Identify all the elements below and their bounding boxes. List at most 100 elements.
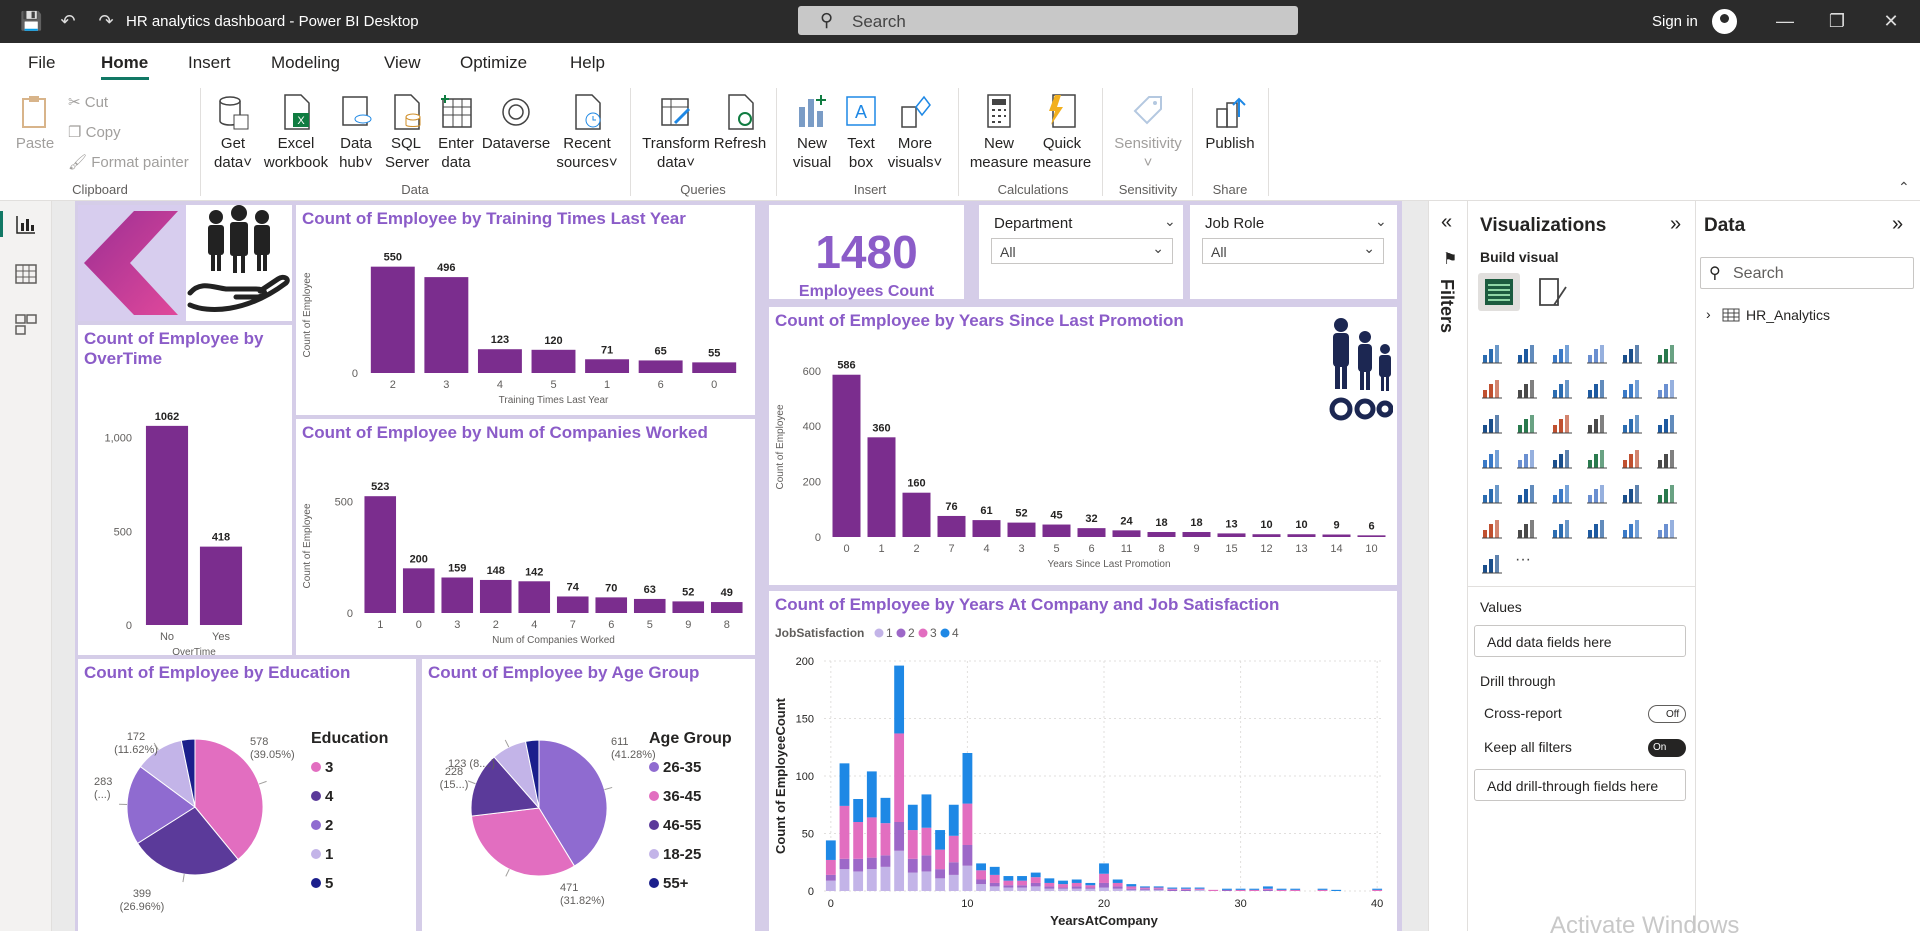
cross-report-toggle[interactable]: Off — [1648, 705, 1686, 723]
slicer-dropdown[interactable]: All ⌄ — [991, 238, 1173, 264]
data-table-item[interactable]: HR_Analytics — [1746, 307, 1830, 323]
chart-training-times[interactable]: Count of Employee by Training Times Last… — [296, 205, 755, 415]
back-button-tile[interactable] — [78, 205, 186, 321]
visual-type-icon[interactable] — [1620, 446, 1644, 470]
chart-years-since-promotion[interactable]: Count of Employee by Years Since Last Pr… — [769, 307, 1397, 585]
visual-type-icon[interactable] — [1585, 516, 1609, 540]
visual-type-icon[interactable] — [1655, 481, 1679, 505]
menu-home[interactable]: Home — [101, 53, 148, 73]
chevron-down-icon[interactable]: ⌄ — [1164, 213, 1176, 230]
visual-type-icon[interactable] — [1480, 411, 1504, 435]
visual-type-icon[interactable] — [1515, 376, 1539, 400]
visual-type-icon[interactable] — [1585, 411, 1609, 435]
dataverse-button[interactable]: Dataverse — [480, 93, 552, 153]
collapse-ribbon-icon[interactable]: ⌃ — [1898, 179, 1910, 196]
sensitivity-button[interactable]: Sensitivity˅ — [1110, 93, 1186, 172]
slicer-dropdown[interactable]: All ⌄ — [1202, 238, 1384, 264]
report-view-icon[interactable] — [14, 213, 38, 235]
visual-type-icon[interactable] — [1515, 516, 1539, 540]
visual-type-icon[interactable] — [1480, 551, 1504, 575]
avatar[interactable] — [1712, 9, 1737, 34]
collapse-data-icon[interactable]: » — [1892, 213, 1903, 236]
publish-button[interactable]: Publish — [1200, 93, 1260, 153]
visual-type-icon[interactable] — [1480, 376, 1504, 400]
visual-type-icon[interactable] — [1480, 446, 1504, 470]
filters-pane[interactable]: « ⚑ Filters — [1428, 201, 1468, 931]
format-visual-tab[interactable] — [1534, 275, 1570, 309]
menu-optimize[interactable]: Optimize — [460, 53, 527, 73]
menu-insert[interactable]: Insert — [188, 53, 231, 73]
table-view-icon[interactable] — [14, 263, 38, 285]
slicer-job-role[interactable]: Job Role ⌄ All ⌄ — [1190, 205, 1397, 299]
sign-in-link[interactable]: Sign in — [1652, 13, 1698, 30]
visual-type-icon[interactable] — [1480, 516, 1504, 540]
search-input[interactable]: ⚲ Search — [798, 6, 1298, 35]
visual-type-icon[interactable] — [1655, 411, 1679, 435]
chart-companies-worked[interactable]: Count of Employee by Num of Companies Wo… — [296, 419, 755, 655]
visual-type-icon[interactable] — [1550, 446, 1574, 470]
visual-type-icon[interactable] — [1515, 446, 1539, 470]
visual-type-icon[interactable] — [1585, 376, 1609, 400]
format-painter-button[interactable]: 🖌 Format painter — [68, 153, 189, 171]
visual-type-icon[interactable] — [1585, 446, 1609, 470]
visual-type-icon[interactable] — [1655, 446, 1679, 470]
visual-type-icon[interactable] — [1585, 341, 1609, 365]
visual-type-icon[interactable] — [1550, 341, 1574, 365]
kpi-card[interactable]: 1480 Employees Count — [769, 205, 964, 299]
menu-view[interactable]: View — [384, 53, 421, 73]
visual-type-icon[interactable] — [1480, 341, 1504, 365]
visual-type-icon[interactable] — [1550, 411, 1574, 435]
visual-type-icon[interactable] — [1620, 376, 1644, 400]
copy-button[interactable]: ❐ Copy — [68, 123, 121, 141]
visual-type-icon[interactable] — [1655, 516, 1679, 540]
expand-filters-icon[interactable]: « — [1441, 211, 1452, 234]
keep-filters-toggle[interactable]: On — [1648, 739, 1686, 757]
data-search-input[interactable]: ⚲ Search — [1700, 257, 1914, 289]
chevron-down-icon[interactable]: ⌄ — [1375, 213, 1387, 230]
undo-icon[interactable]: ↶ — [57, 9, 79, 33]
restore-icon[interactable]: ❐ — [1826, 9, 1848, 33]
expand-chevron-icon[interactable]: › — [1706, 306, 1711, 322]
save-icon[interactable]: 💾 — [20, 9, 42, 33]
cut-button[interactable]: ✂ Cut — [68, 93, 108, 111]
visual-type-icon[interactable] — [1620, 411, 1644, 435]
paste-button[interactable]: Paste — [12, 93, 58, 153]
build-visual-tab[interactable] — [1478, 273, 1520, 311]
visual-type-icon[interactable] — [1655, 341, 1679, 365]
menu-help[interactable]: Help — [570, 53, 605, 73]
visual-type-icon[interactable] — [1480, 481, 1504, 505]
visual-type-icon[interactable] — [1550, 481, 1574, 505]
more-options-icon[interactable]: ··· — [1515, 551, 1539, 575]
redo-icon[interactable]: ↷ — [95, 9, 117, 33]
chart-age-group[interactable]: Count of Employee by Age Group 611(41.28… — [422, 659, 755, 931]
close-icon[interactable]: ✕ — [1880, 9, 1902, 33]
visual-type-icon[interactable] — [1515, 411, 1539, 435]
visual-type-icon[interactable] — [1550, 376, 1574, 400]
model-view-icon[interactable] — [14, 313, 38, 335]
menu-modeling[interactable]: Modeling — [271, 53, 340, 73]
menu-file[interactable]: File — [28, 53, 55, 73]
visual-type-icon[interactable] — [1620, 481, 1644, 505]
minimize-icon[interactable]: — — [1774, 9, 1796, 33]
chart-years-at-company[interactable]: Count of Employee by Years At Company an… — [769, 591, 1397, 931]
chart-education[interactable]: Count of Employee by Education 578(39.05… — [78, 659, 416, 931]
refresh-button[interactable]: Refresh — [712, 93, 768, 153]
slicer-department[interactable]: Department ⌄ All ⌄ — [979, 205, 1183, 299]
visual-type-icon[interactable] — [1515, 481, 1539, 505]
visual-type-icon[interactable] — [1620, 341, 1644, 365]
values-well[interactable]: Add data fields here — [1474, 625, 1686, 657]
drill-through-well[interactable]: Add drill-through fields here — [1474, 769, 1686, 801]
visual-type-icon[interactable] — [1585, 481, 1609, 505]
